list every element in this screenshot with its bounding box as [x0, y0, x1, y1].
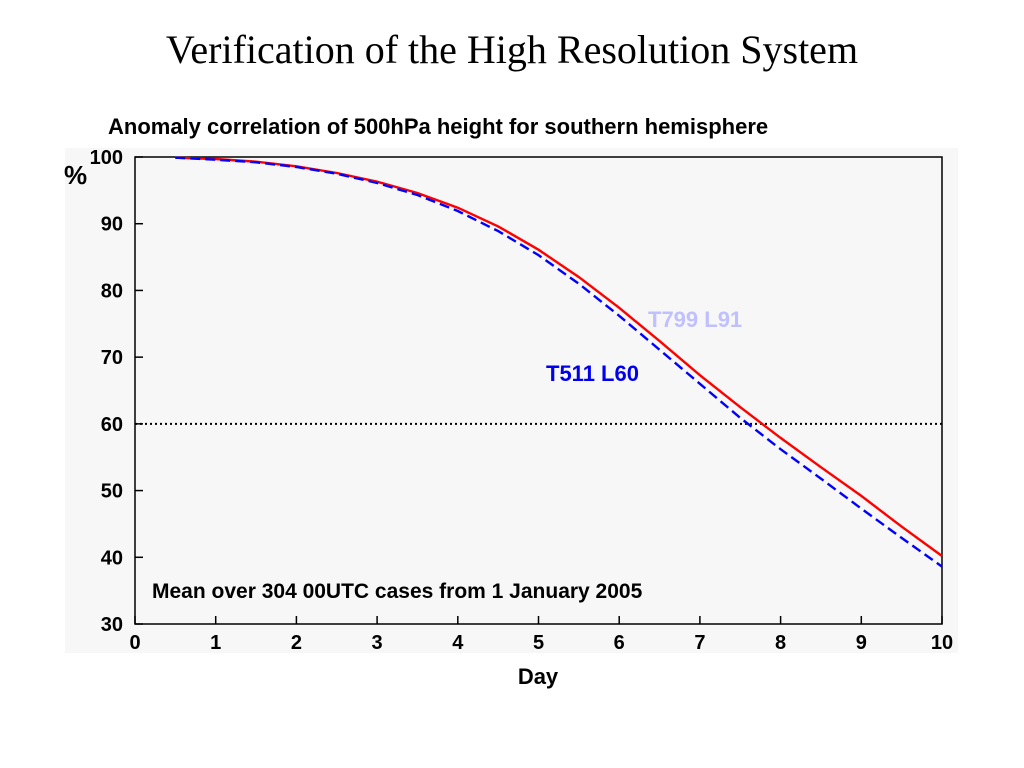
y-axis-label: %	[64, 160, 87, 190]
x-tick-label: 6	[614, 632, 625, 654]
y-tick-label: 70	[101, 347, 123, 369]
x-tick-label: 8	[775, 632, 786, 654]
y-tick-label: 80	[101, 280, 123, 302]
y-tick-label: 50	[101, 481, 123, 503]
x-tick-label: 10	[931, 632, 953, 654]
x-tick-label: 0	[129, 632, 140, 654]
x-tick-label: 9	[856, 632, 867, 654]
chart-title: Anomaly correlation of 500hPa height for…	[108, 114, 769, 139]
x-tick-label: 2	[291, 632, 302, 654]
legend-label-t799: T799 L91	[648, 307, 742, 332]
legend-label-t511: T511 L60	[546, 361, 639, 386]
x-tick-label: 1	[210, 632, 221, 654]
x-tick-label: 4	[452, 632, 464, 654]
mean-annotation: Mean over 304 00UTC cases from 1 January…	[152, 580, 643, 603]
y-tick-label: 60	[101, 414, 123, 436]
y-tick-label: 100	[90, 147, 123, 169]
plot-area-background	[65, 148, 958, 653]
slide-title: Verification of the High Resolution Syst…	[165, 27, 859, 72]
y-tick-label: 40	[101, 547, 123, 569]
x-tick-label: 5	[533, 632, 544, 654]
x-tick-label: 3	[372, 632, 383, 654]
series-line-t511-l60	[175, 156, 943, 568]
y-tick-label: 90	[101, 214, 123, 236]
x-axis-label: Day	[518, 664, 559, 689]
x-tick-label: 7	[694, 632, 705, 654]
y-tick-label: 30	[101, 614, 123, 636]
